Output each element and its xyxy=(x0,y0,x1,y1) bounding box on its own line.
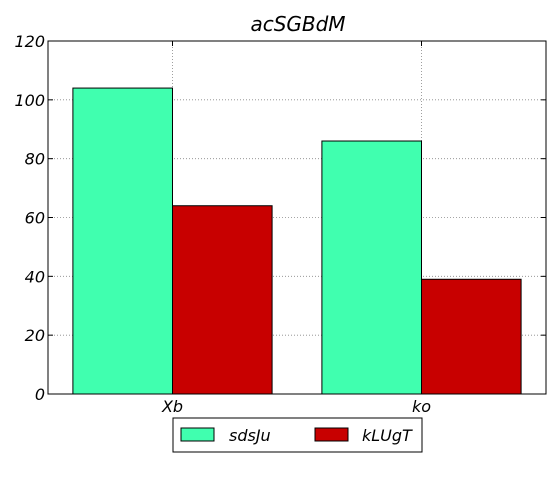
y-tick-label: 60 xyxy=(25,209,45,228)
y-tick-label: 100 xyxy=(14,91,45,110)
bar-kLUgT-ko xyxy=(421,278,522,395)
y-tick-label: 40 xyxy=(25,267,45,286)
y-tick-label: 120 xyxy=(14,32,45,51)
y-tick-label: 80 xyxy=(25,150,45,169)
chart-title: acSGBdM xyxy=(250,12,345,36)
x-tick-label-Xb: Xb xyxy=(161,397,183,416)
bars xyxy=(72,87,522,395)
y-tick-label: 20 xyxy=(25,326,45,345)
y-tick-label: 0 xyxy=(35,385,45,404)
axis-ticks: 0 20 40 60 80 100 120 Xb ko xyxy=(14,32,546,416)
legend-swatch-sdsJu xyxy=(180,427,215,442)
x-tick-label-ko: ko xyxy=(412,397,431,416)
legend-label-sdsJu: sdsJu xyxy=(229,426,271,445)
bar-sdsJu-Xb xyxy=(72,87,173,395)
bar-kLUgT-Xb xyxy=(172,205,273,395)
legend: sdsJu kLUgT xyxy=(172,417,423,453)
bar-sdsJu-ko xyxy=(321,140,422,395)
legend-box xyxy=(172,417,423,453)
legend-label-kLUgT: kLUgT xyxy=(362,426,413,445)
legend-swatch-kLUgT xyxy=(314,427,349,442)
